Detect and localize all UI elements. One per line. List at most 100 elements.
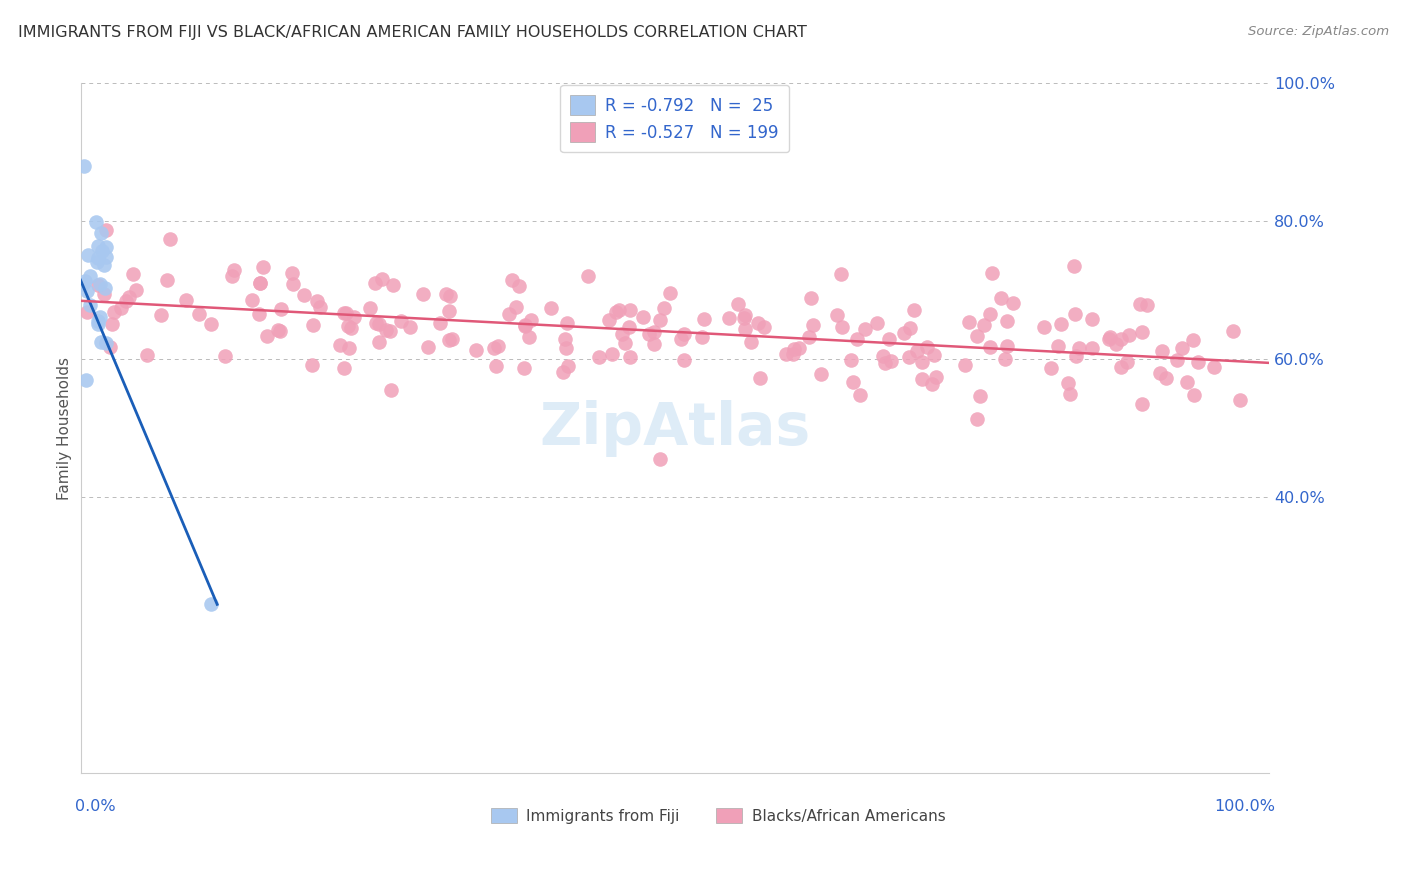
Point [893, 326, 915, 340]
Point [375, 323, 398, 337]
Point [981, 266, 1004, 280]
Point [94, 223, 117, 237]
Point [1081, 341, 1104, 355]
Point [905, 344, 928, 359]
Point [115, 294, 138, 309]
Point [412, 287, 434, 301]
Point [125, 283, 148, 297]
Point [249, 276, 271, 290]
Point [90, 227, 112, 241]
Text: Blacks/African Americans: Blacks/African Americans [752, 809, 946, 823]
Point [693, 311, 716, 326]
Point [613, 335, 636, 350]
Point [995, 314, 1018, 328]
Point [159, 232, 181, 246]
Point [853, 322, 876, 336]
Point [673, 327, 696, 342]
Point [94, 280, 117, 294]
Point [110, 301, 132, 315]
Point [830, 267, 852, 281]
Point [1081, 312, 1104, 326]
Point [122, 267, 145, 281]
Point [775, 347, 797, 361]
Point [1059, 387, 1081, 401]
Point [103, 304, 125, 318]
Text: IMMIGRANTS FROM FIJI VS BLACK/AFRICAN AMERICAN FAMILY HOUSEHOLDS CORRELATION CHA: IMMIGRANTS FROM FIJI VS BLACK/AFRICAN AM… [18, 25, 807, 40]
Point [380, 384, 402, 398]
Point [308, 301, 330, 315]
Point [86, 254, 108, 268]
Text: Source: ZipAtlas.com: Source: ZipAtlas.com [1249, 25, 1389, 38]
Point [846, 332, 869, 346]
Point [1175, 376, 1198, 390]
Point [1098, 332, 1121, 346]
Point [747, 316, 769, 330]
Point [76, 248, 98, 262]
Point [214, 349, 236, 363]
Point [650, 313, 672, 327]
Point [551, 365, 574, 379]
Point [332, 306, 354, 320]
Point [434, 287, 457, 301]
Point [797, 330, 820, 344]
Bar [716, 808, 742, 823]
Point [176, 293, 198, 308]
Point [659, 286, 682, 301]
Point [1033, 319, 1056, 334]
Point [301, 358, 323, 372]
Point [959, 315, 981, 329]
Point [734, 308, 756, 322]
Point [979, 307, 1001, 321]
Point [380, 324, 402, 338]
Point [368, 317, 391, 331]
Point [94, 250, 117, 264]
Point [368, 335, 391, 350]
Point [221, 269, 243, 284]
Point [841, 375, 863, 389]
Point [1118, 327, 1140, 342]
Point [281, 277, 304, 291]
Point [336, 319, 359, 334]
Point [1166, 353, 1188, 368]
Point [979, 340, 1001, 354]
Point [880, 354, 903, 368]
Point [270, 301, 292, 316]
Point [555, 342, 578, 356]
Point [1171, 341, 1194, 355]
Point [831, 320, 853, 334]
Point [439, 289, 461, 303]
Point [281, 267, 304, 281]
Point [200, 598, 222, 612]
Point [1116, 355, 1139, 369]
Point [652, 301, 675, 315]
Point [619, 350, 641, 364]
Point [464, 343, 486, 357]
Point [643, 325, 665, 339]
Point [1130, 397, 1153, 411]
Point [749, 370, 772, 384]
Point [1067, 341, 1090, 355]
Point [1056, 376, 1078, 391]
Point [669, 332, 692, 346]
Point [247, 307, 270, 321]
Point [87, 277, 110, 292]
Point [638, 326, 661, 341]
Point [100, 317, 122, 331]
Point [87, 313, 110, 327]
Point [89, 310, 111, 324]
Point [1129, 297, 1152, 311]
Point [1154, 371, 1177, 385]
Point [799, 291, 821, 305]
Point [75, 373, 97, 387]
Point [90, 335, 112, 350]
Point [718, 311, 741, 326]
Point [86, 215, 108, 229]
Bar [491, 808, 516, 823]
Point [955, 358, 977, 372]
Point [332, 360, 354, 375]
Point [75, 274, 97, 288]
Point [1047, 339, 1070, 353]
Point [440, 332, 463, 346]
Point [994, 351, 1017, 366]
Point [911, 372, 934, 386]
